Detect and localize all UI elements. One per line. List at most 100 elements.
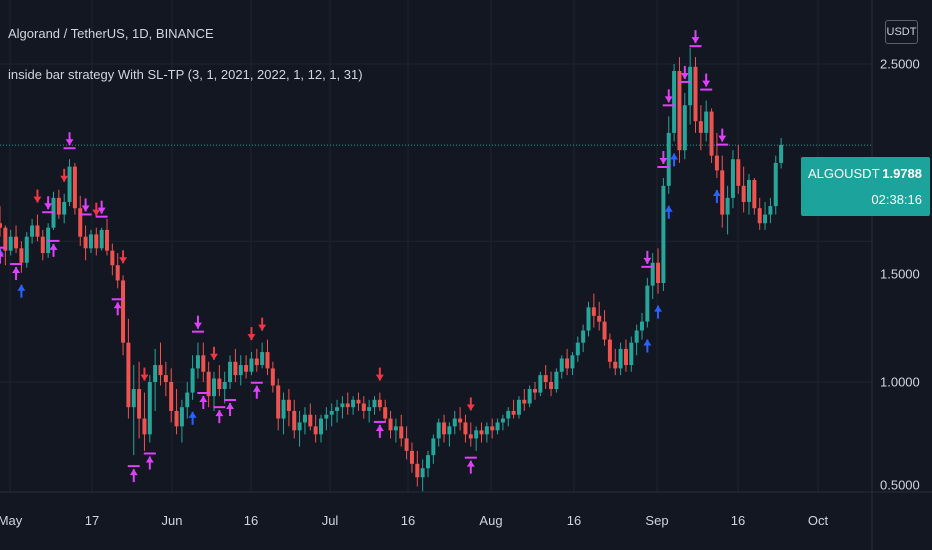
candle-body: [158, 365, 163, 376]
x-axis-label-aug: Aug: [479, 513, 503, 528]
candle-body: [484, 426, 489, 435]
candle-body: [372, 399, 377, 408]
candle-body: [3, 227, 8, 251]
signal-arrow-head: [226, 403, 235, 410]
candle-body: [110, 250, 115, 266]
candle-body: [543, 375, 548, 382]
x-axis-label-sep: Sep: [645, 513, 669, 528]
signal-arrow-head: [466, 460, 475, 467]
candle-body: [329, 410, 334, 415]
candle-body: [495, 422, 500, 431]
candle-body: [24, 236, 29, 263]
x-axis-label-16-sep: 16: [730, 513, 746, 528]
candle-body: [640, 321, 644, 331]
signal-arrow-head: [145, 456, 154, 463]
candle-body: [244, 365, 249, 372]
symbol-title[interactable]: Algorand / TetherUS, 1D, BINANCE: [8, 26, 214, 41]
signal-arrow-head: [0, 250, 4, 257]
candle-body: [217, 378, 222, 390]
candle-body: [516, 399, 521, 415]
candle-body: [206, 371, 211, 397]
candle-body: [308, 414, 313, 427]
signal-arrow-head: [258, 324, 267, 331]
candle-body: [597, 315, 602, 322]
candle-body: [581, 330, 586, 343]
candle-body: [399, 426, 404, 439]
candle-body: [693, 66, 698, 122]
candle-body: [14, 236, 19, 249]
candle-body: [8, 236, 13, 251]
signal-arrow-head: [81, 205, 90, 212]
candle-body: [238, 365, 243, 376]
candle-body: [313, 426, 318, 435]
price-tag-price: 1.9788: [882, 166, 922, 181]
candle-body: [147, 382, 152, 435]
candle-body: [302, 414, 307, 423]
x-axis-label-jul: Jul: [321, 513, 339, 528]
candle-body: [698, 121, 703, 133]
candle-body: [340, 403, 345, 408]
signal-arrow-head: [17, 284, 26, 291]
candle-body: [773, 162, 778, 207]
candle-body: [666, 132, 671, 186]
candle-body: [736, 159, 741, 186]
candle-body: [506, 410, 511, 419]
candle-body: [163, 375, 168, 382]
signal-arrow-head: [375, 374, 384, 381]
y-axis-label-1.0: 1.0000: [880, 374, 920, 390]
candle-body: [297, 422, 302, 431]
candle-body: [286, 399, 291, 411]
candle-body: [431, 438, 436, 456]
candle-body: [468, 434, 473, 439]
candle-body: [474, 430, 479, 439]
candle-body: [757, 208, 762, 224]
signal-arrow-head: [466, 404, 475, 411]
signal-arrow-head: [664, 205, 673, 212]
x-axis-label-17: 17: [84, 513, 100, 528]
y-axis-label-1.5: 1.5000: [880, 266, 920, 282]
candle-body: [319, 418, 323, 435]
candle-body: [554, 371, 559, 390]
signal-arrow-head: [702, 80, 711, 87]
candle-body: [56, 197, 61, 215]
signal-arrow-head: [659, 158, 668, 165]
candle-body: [105, 229, 109, 251]
currency-button[interactable]: USDT: [885, 20, 918, 44]
candle-body: [78, 208, 83, 237]
candle-body: [201, 355, 206, 372]
candle-body: [72, 166, 77, 209]
candle-body: [527, 389, 532, 404]
candle-body: [249, 358, 254, 372]
candle-body: [682, 105, 687, 151]
candle-body: [409, 450, 414, 464]
candle-body: [356, 399, 361, 404]
candle-body: [565, 358, 570, 369]
candle-body: [404, 438, 409, 451]
candle-body: [779, 144, 784, 163]
candle-body: [747, 179, 751, 202]
candle-body: [30, 225, 35, 237]
signal-arrow-head: [65, 139, 74, 146]
candle-body: [511, 410, 516, 415]
candle-body: [602, 321, 607, 340]
candle-body: [447, 426, 452, 435]
candle-body: [179, 407, 184, 427]
price-tag-symbol: ALGOUSDT: [808, 166, 880, 181]
strategy-legend[interactable]: inside bar strategy With SL-TP (3, 1, 20…: [8, 67, 363, 82]
candle-body: [730, 159, 735, 198]
candle-body: [607, 339, 612, 362]
signal-arrow-head: [375, 424, 384, 431]
candle-body: [67, 166, 72, 202]
x-axis-label-may: May: [0, 513, 23, 528]
x-axis-label-16-aug: 16: [566, 513, 582, 528]
candle-body: [559, 358, 564, 372]
candle-body: [292, 410, 297, 431]
candle-body: [725, 197, 730, 215]
candle-body: [190, 368, 195, 393]
price-tag-countdown: 02:38:16: [871, 192, 922, 207]
candle-body: [704, 111, 709, 133]
y-axis-label-2.5: 2.5000: [880, 56, 920, 72]
signal-arrow-head: [113, 302, 122, 309]
candle-body: [763, 214, 768, 224]
